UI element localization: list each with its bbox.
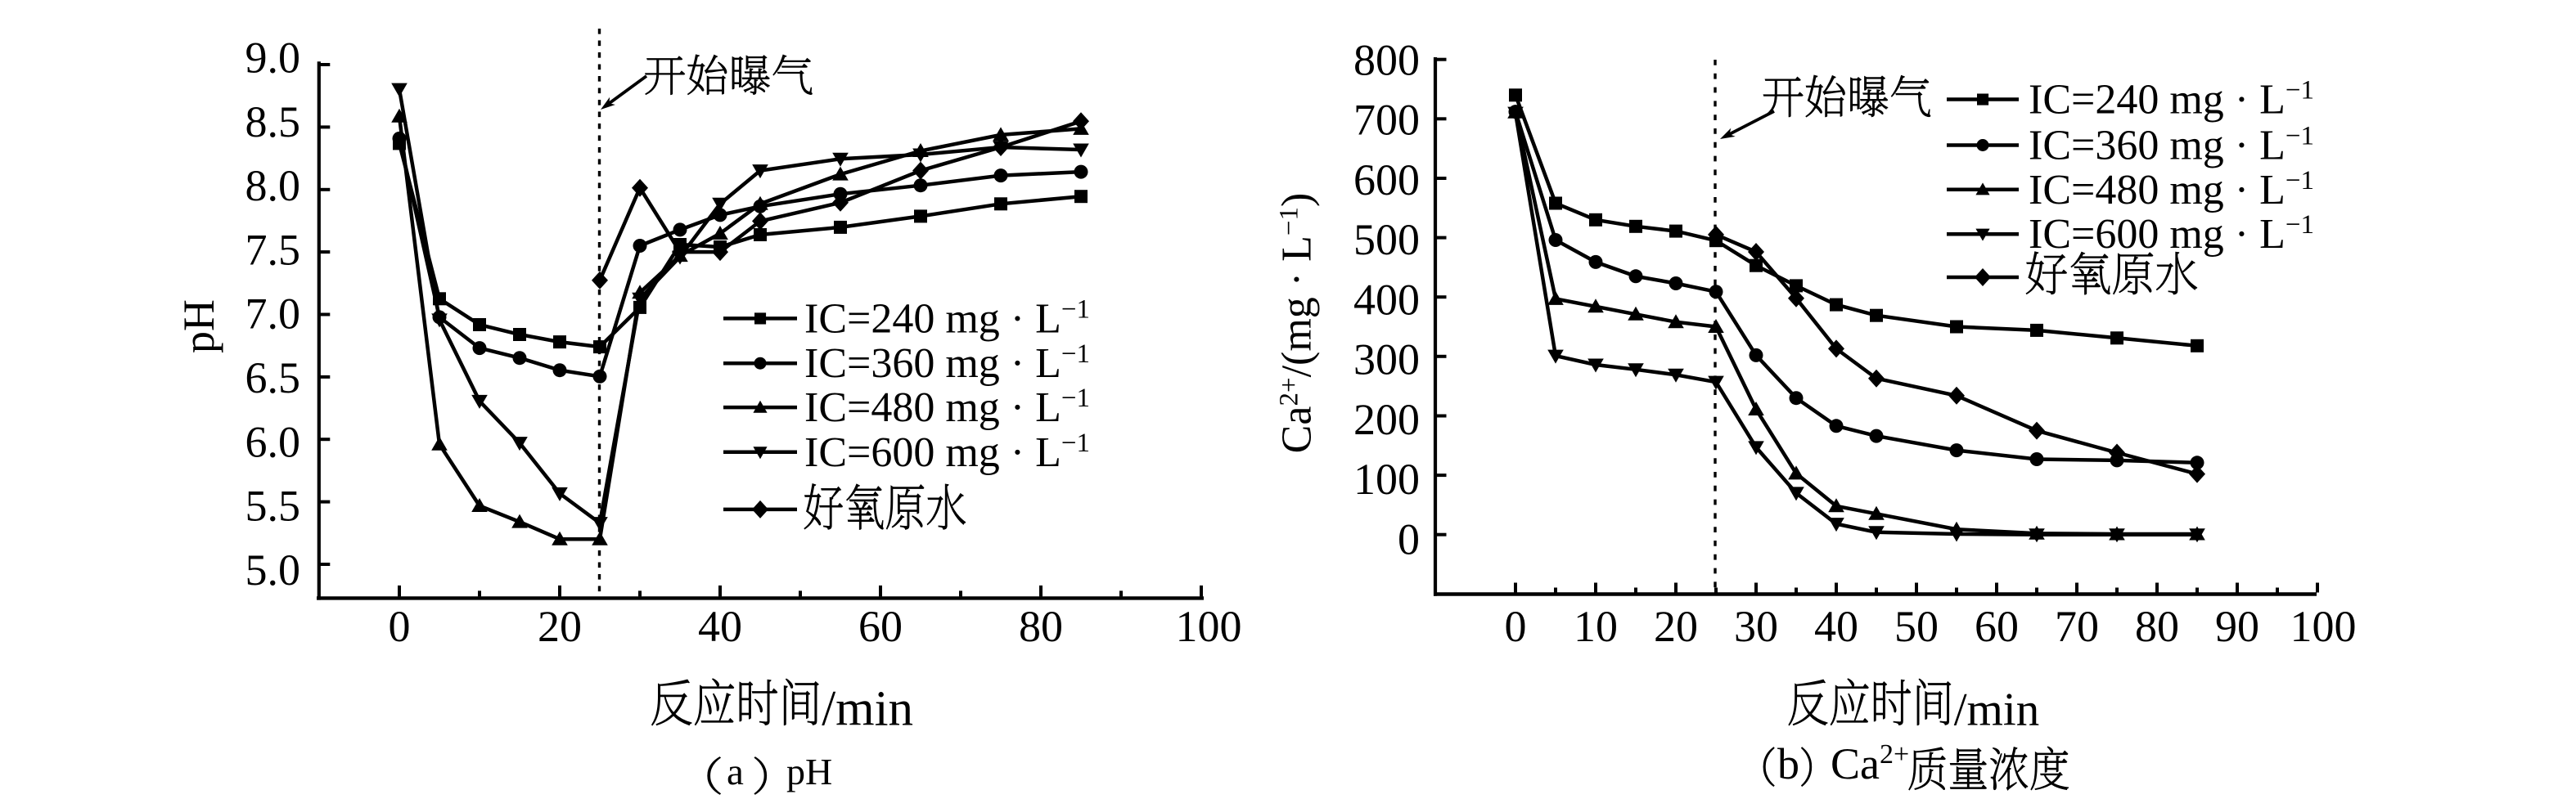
- svg-text:7.0: 7.0: [245, 290, 301, 339]
- svg-text:0: 0: [389, 602, 411, 651]
- svg-text:0: 0: [1398, 515, 1420, 564]
- svg-text:800: 800: [1353, 35, 1420, 84]
- svg-text:100: 100: [1353, 455, 1420, 504]
- svg-text:5.0: 5.0: [245, 545, 301, 595]
- svg-text:IC=600 mg · L−1: IC=600 mg · L−1: [2029, 210, 2314, 258]
- svg-text:500: 500: [1353, 215, 1420, 264]
- svg-text:40: 40: [1814, 602, 1858, 651]
- svg-text:6.0: 6.0: [245, 417, 301, 466]
- svg-text:400: 400: [1353, 275, 1420, 324]
- svg-text:30: 30: [1734, 602, 1778, 651]
- svg-text:IC=480 mg · L−1: IC=480 mg · L−1: [804, 384, 1090, 431]
- svg-text:100: 100: [2290, 602, 2357, 651]
- svg-text:7.5: 7.5: [245, 225, 301, 274]
- svg-text:a: a: [727, 751, 744, 793]
- svg-text:IC=480 mg · L−1: IC=480 mg · L−1: [2029, 166, 2314, 213]
- svg-text:20: 20: [538, 602, 582, 651]
- svg-text:9.0: 9.0: [245, 34, 301, 83]
- svg-text:80: 80: [1019, 602, 1063, 651]
- svg-text:200: 200: [1353, 395, 1420, 444]
- svg-text:/min: /min: [1954, 685, 2040, 736]
- svg-text:40: 40: [698, 602, 742, 651]
- svg-text:IC=600 mg · L−1: IC=600 mg · L−1: [804, 429, 1090, 476]
- svg-text:8.5: 8.5: [245, 97, 301, 146]
- svg-text:50: 50: [1894, 602, 1939, 651]
- svg-text:60: 60: [858, 602, 903, 651]
- svg-text:700: 700: [1353, 96, 1420, 145]
- svg-text:IC=360 mg · L−1: IC=360 mg · L−1: [2029, 122, 2314, 169]
- svg-text:70: 70: [2055, 602, 2099, 651]
- svg-text:0: 0: [1505, 602, 1527, 651]
- svg-text:b: b: [1777, 739, 1799, 788]
- svg-text:IC=360 mg · L−1: IC=360 mg · L−1: [804, 339, 1090, 387]
- svg-text:60: 60: [1975, 602, 2019, 651]
- svg-text:pH: pH: [174, 299, 223, 353]
- svg-text:6.5: 6.5: [245, 353, 301, 402]
- svg-text:90: 90: [2215, 602, 2259, 651]
- svg-text:IC=240 mg · L−1: IC=240 mg · L−1: [804, 294, 1090, 342]
- svg-text:10: 10: [1574, 602, 1618, 651]
- svg-text:600: 600: [1353, 155, 1420, 204]
- svg-text:300: 300: [1353, 335, 1420, 384]
- svg-text:20: 20: [1654, 602, 1698, 651]
- svg-text:Ca2+/(mg · L−1): Ca2+/(mg · L−1): [1274, 193, 1321, 454]
- svg-text:80: 80: [2135, 602, 2179, 651]
- svg-text:/min: /min: [822, 682, 913, 737]
- svg-text:8.0: 8.0: [245, 161, 301, 210]
- svg-text:IC=240 mg · L−1: IC=240 mg · L−1: [2029, 76, 2314, 123]
- svg-text:5.5: 5.5: [245, 482, 301, 531]
- svg-text:pH: pH: [786, 751, 832, 792]
- svg-text:100: 100: [1176, 602, 1242, 651]
